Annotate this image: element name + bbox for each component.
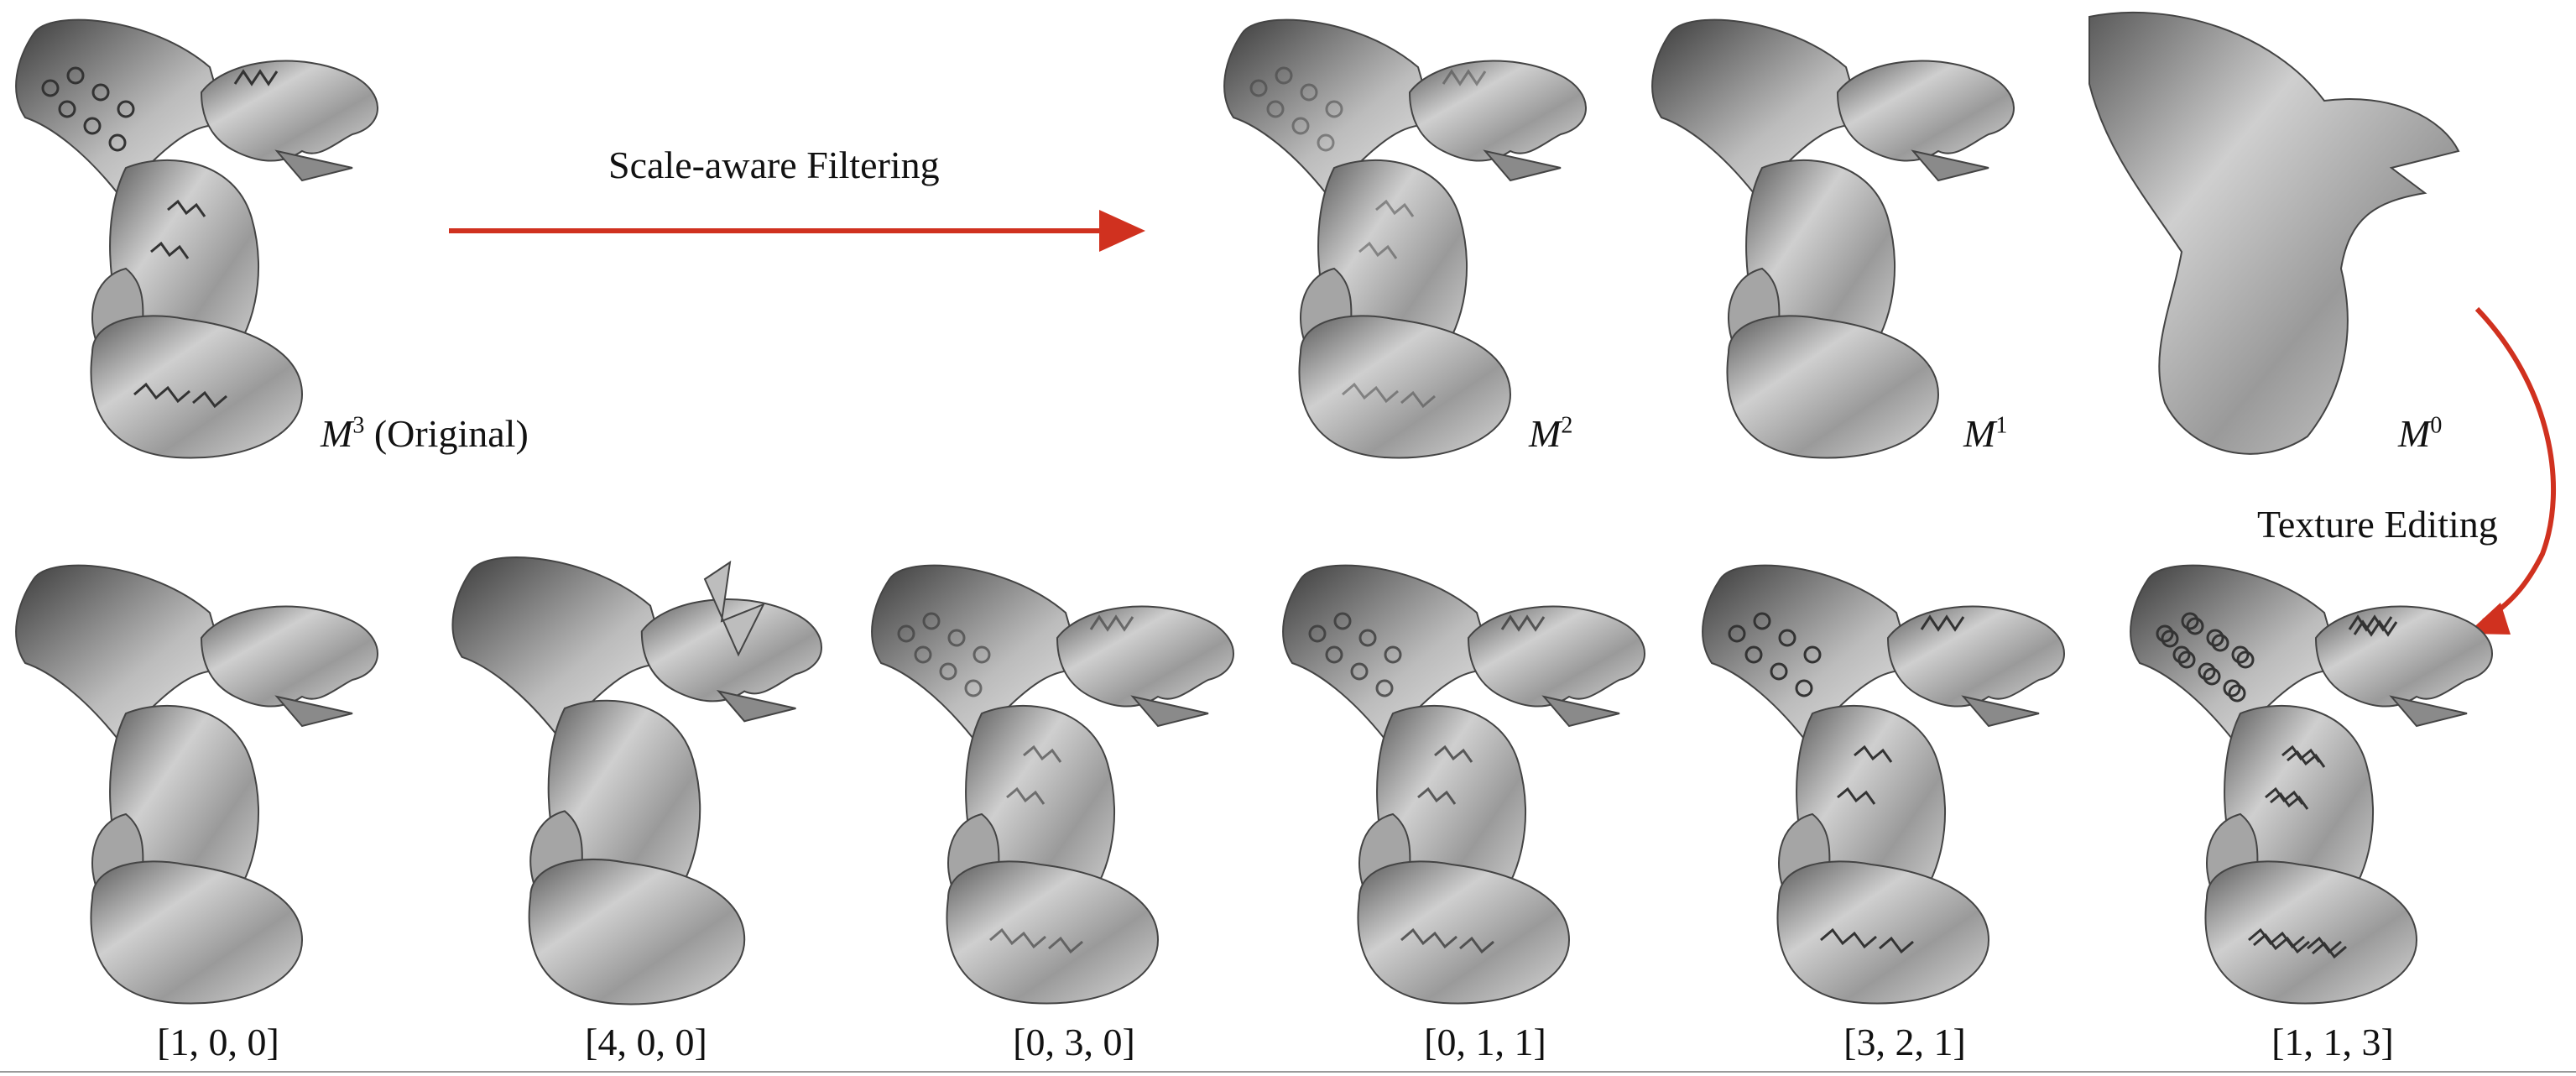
model-label-m0: M0 [2398,412,2443,455]
gargoyle-model-011 [1267,546,1670,1016]
coefficient-label-030: [0, 3, 0] [1013,1021,1135,1063]
gargoyle-model-100 [0,546,403,1016]
gargoyle-model-m0 [2073,0,2475,470]
gargoyle-model-m3 [0,0,403,470]
editing-arrow-icon [2467,306,2556,635]
coefficient-label-113: [1, 1, 3] [2271,1021,2394,1063]
filtering-arrow-icon [449,210,1145,252]
model-label-m3: M3 (Original) [321,412,529,455]
coefficient-label-011: [0, 1, 1] [1424,1021,1546,1063]
gargoyle-model-321 [1687,546,2089,1016]
coefficient-label-321: [3, 2, 1] [1843,1021,1966,1063]
editing-label: Texture Editing [2257,503,2498,546]
gargoyle-model-m1 [1636,0,2039,470]
gargoyle-model-m2 [1208,0,1611,470]
gargoyle-model-030 [856,546,1259,1016]
filtering-label: Scale-aware Filtering [608,144,940,186]
coefficient-label-100: [1, 0, 0] [157,1021,279,1063]
coefficient-label-400: [4, 0, 0] [585,1021,707,1063]
gargoyle-model-400 [428,546,831,1016]
model-label-m1: M1 [1963,412,2008,455]
page-edge-divider [0,1071,2576,1073]
gargoyle-model-113 [2115,546,2517,1016]
model-label-m2: M2 [1529,412,1573,455]
